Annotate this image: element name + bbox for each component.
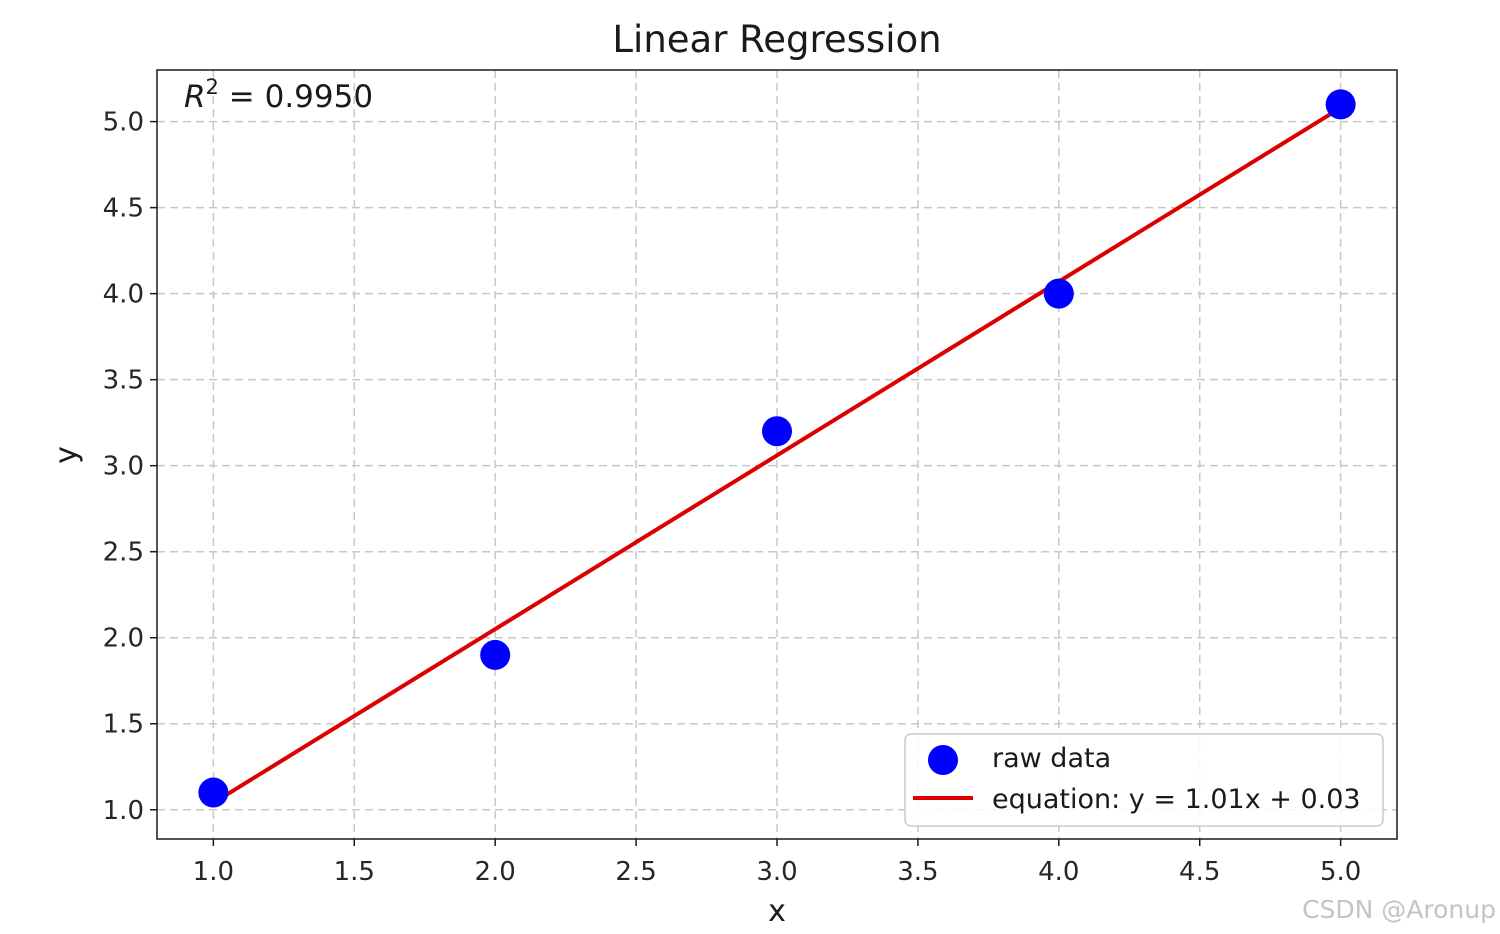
regression-line-layer [212,106,1342,805]
data-point [480,639,511,670]
x-tick-label: 2.5 [615,857,656,887]
scatter-points [198,89,1356,808]
legend-label-raw-data: raw data [992,743,1111,774]
x-tick-label: 4.0 [1038,857,1079,887]
y-tick-label: 4.5 [103,194,144,224]
x-axis-title: x [768,894,786,929]
data-point [762,416,792,447]
data-point [1325,89,1356,120]
y-tick-label: 3.0 [103,452,144,482]
x-tick-label: 2.0 [475,857,516,887]
r-symbol: R [184,79,206,115]
axis-ticks: 1.0 1.5 2.0 2.5 3.0 3.5 4.0 4.5 5.0 1.0 1.5 2.0 2.5 3… [103,108,1362,887]
x-tick-label: 3.5 [897,857,938,887]
x-tick-label: 5.0 [1320,857,1361,887]
x-tick-label: 1.5 [334,857,375,887]
legend-label-equation: equation: y = 1.01x + 0.03 [992,784,1361,815]
r-superscript: 2 [206,75,219,99]
x-tick-label: 4.5 [1179,857,1220,887]
data-point [198,777,229,808]
y-tick-label: 1.5 [103,710,144,740]
watermark: CSDN @Aronup [1302,895,1496,924]
x-tick-label: 1.0 [193,857,234,887]
legend: raw data equation: y = 1.01x + 0.03 [904,733,1384,827]
y-tick-label: 5.0 [103,108,144,138]
r-value: = 0.9950 [219,79,373,115]
y-tick-label: 2.5 [103,538,144,568]
legend-box [904,733,1384,827]
x-tick-label: 3.0 [756,857,797,887]
chart-title: Linear Regression [612,18,941,61]
r-squared-annotation: R2 = 0.9950 [184,75,373,115]
y-tick-label: 3.5 [103,366,144,396]
legend-scatter-marker [928,745,958,775]
y-axis-title: y [49,446,84,464]
y-tick-label: 1.0 [103,796,144,826]
regression-line [212,106,1342,805]
y-tick-label: 2.0 [103,624,144,654]
data-point [1043,278,1074,309]
y-tick-label: 4.0 [103,280,144,310]
